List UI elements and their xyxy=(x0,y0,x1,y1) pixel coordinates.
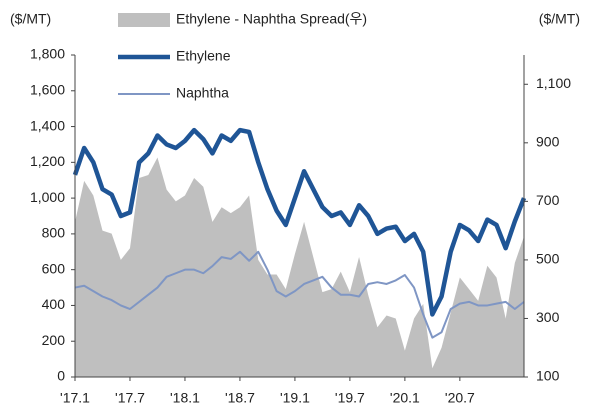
y2-tick-label: 1,100 xyxy=(536,75,571,91)
y-tick-label: 1,200 xyxy=(30,153,65,169)
legend-label: Ethylene xyxy=(176,48,231,64)
y-tick-label: 600 xyxy=(42,260,66,276)
y-tick-label: 1,000 xyxy=(30,189,65,205)
x-tick-label: '18.1 xyxy=(170,390,200,406)
x-tick-label: '18.7 xyxy=(225,390,255,406)
legend-label: Ethylene - Naphtha Spread(우) xyxy=(176,11,367,27)
spread-area xyxy=(75,157,524,377)
x-tick-label: '20.7 xyxy=(445,390,475,406)
x-tick-label: '19.1 xyxy=(280,390,310,406)
series-line xyxy=(74,250,525,339)
y2-axis-label: ($/MT) xyxy=(539,11,580,27)
x-tick-label: '20.1 xyxy=(390,390,420,406)
y-tick-label: 400 xyxy=(42,296,66,312)
y-axis-label: ($/MT) xyxy=(10,11,51,27)
y-tick-label: 1,800 xyxy=(30,46,65,62)
y2-tick-label: 900 xyxy=(536,134,560,150)
y-tick-label: 1,600 xyxy=(30,81,65,97)
x-tick-label: '17.7 xyxy=(115,390,145,406)
y2-tick-label: 100 xyxy=(536,368,560,384)
y2-tick-label: 300 xyxy=(536,309,560,325)
legend-swatch xyxy=(118,13,170,27)
series-line xyxy=(72,127,527,317)
y-tick-label: 200 xyxy=(42,332,66,348)
y-tick-label: 0 xyxy=(57,368,65,384)
x-tick-label: '19.7 xyxy=(335,390,365,406)
y-tick-label: 1,400 xyxy=(30,117,65,133)
y-tick-label: 800 xyxy=(42,225,66,241)
legend-label: Naphtha xyxy=(176,85,229,101)
x-tick-label: '17.1 xyxy=(60,390,90,406)
y2-tick-label: 700 xyxy=(536,192,560,208)
y2-tick-label: 500 xyxy=(536,251,560,267)
